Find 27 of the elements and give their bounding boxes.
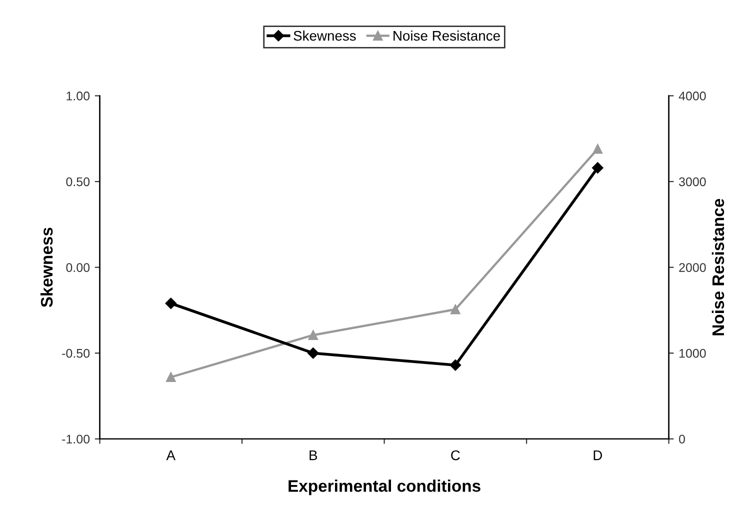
y-tick-label: 1.00 — [66, 92, 90, 100]
y2-tick-label: 4000 — [678, 92, 706, 100]
legend-label: Noise Resistance — [394, 30, 500, 41]
x-tick-label: B — [310, 450, 318, 460]
y2-tick-label: 3000 — [678, 177, 706, 186]
point — [308, 330, 318, 340]
point — [166, 372, 176, 382]
legend-label: Skewness — [294, 30, 356, 41]
point — [592, 144, 603, 154]
y-axis-title: Skewness — [40, 228, 53, 308]
x-tick-label: C — [451, 450, 460, 460]
x-tick-label: A — [166, 450, 176, 460]
point — [308, 348, 319, 359]
y-tick-label: -1.00 — [62, 434, 90, 444]
point — [450, 360, 462, 371]
x-tick-label: D — [594, 450, 602, 460]
y2-axis-title: Noise Resistance — [712, 198, 724, 336]
y2-tick-label: 1000 — [679, 348, 706, 358]
y2-tick-label: 2000 — [679, 263, 706, 272]
y-tick-label: -0.50 — [62, 348, 90, 358]
y-tick-label: 0.50 — [66, 177, 90, 186]
x-axis-title: Experimental conditions — [288, 480, 480, 496]
point — [450, 304, 460, 314]
point — [165, 298, 176, 309]
y-tick-label: 0.00 — [66, 263, 90, 272]
y2-tick-label: 0 — [679, 434, 685, 444]
point — [592, 162, 604, 174]
